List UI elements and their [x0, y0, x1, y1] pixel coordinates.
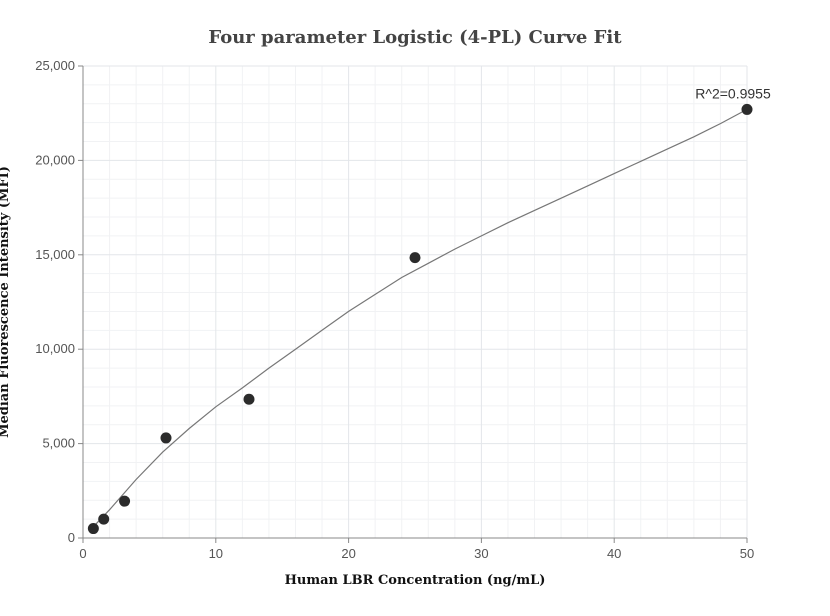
y-tick-label: 20,000: [35, 152, 75, 167]
grid: [83, 65, 748, 538]
data-points: [87, 103, 753, 535]
x-tick-label: 10: [209, 546, 223, 561]
data-point: [160, 432, 172, 444]
y-tick-label: 15,000: [35, 247, 75, 262]
x-tick-label: 0: [79, 546, 86, 561]
data-point: [409, 252, 421, 264]
x-tick-label: 40: [607, 546, 621, 561]
y-tick-label: 25,000: [35, 58, 75, 73]
x-tick-label: 20: [341, 546, 355, 561]
data-point: [119, 495, 131, 507]
y-tick-label: 5,000: [42, 436, 75, 451]
y-axis-title: Median Fluorescence Intensity (MFI): [0, 166, 12, 438]
y-tick-label: 0: [68, 530, 75, 545]
chart-title: Four parameter Logistic (4-PL) Curve Fit: [208, 27, 622, 48]
fit-curve: [92, 108, 748, 528]
x-tick-label: 30: [474, 546, 488, 561]
fit-curve-layer: [92, 108, 748, 528]
x-tick-label: 50: [740, 546, 754, 561]
r-squared-annotation: R^2=0.9955: [695, 85, 771, 101]
y-tick-label: 10,000: [35, 341, 75, 356]
data-point: [741, 103, 753, 115]
data-point: [243, 393, 255, 405]
x-axis-title: Human LBR Concentration (ng/mL): [285, 573, 546, 588]
data-point: [98, 513, 110, 525]
axes: 0 10 20 30 40 50 0 5,000 10,000 15,000 20,000 25,00…: [35, 58, 754, 561]
data-point: [87, 523, 99, 535]
